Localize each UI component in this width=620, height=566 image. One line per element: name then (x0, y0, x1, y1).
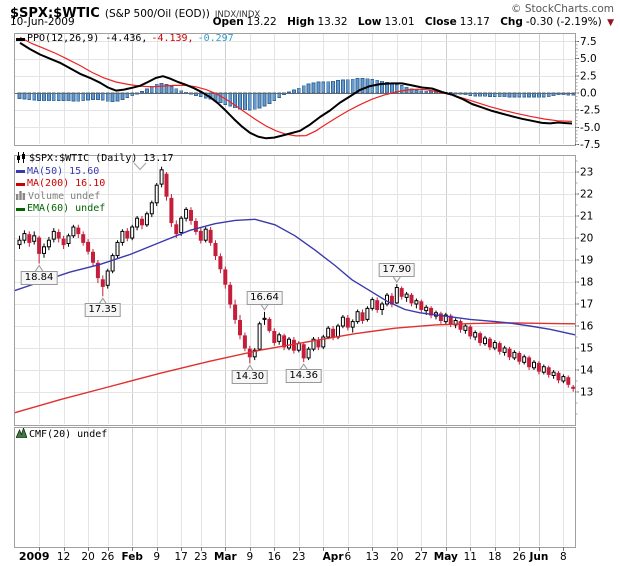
price-annotation: 18.84 (20, 270, 58, 285)
right-axis: 7.5 5.0 2.5 0.0 -2.5 -5.0 -7.5 23 22 21 20 19 18 17 16… (575, 36, 601, 415)
price-annotation: 14.30 (231, 370, 269, 385)
x-axis-label: 23 (194, 551, 207, 563)
x-axis-label: 26 (101, 551, 115, 563)
ma50-legend: MA(50) 15.60 (27, 165, 100, 177)
y-axis-label: 19 (580, 255, 593, 267)
x-axis-label: 18 (488, 551, 501, 563)
x-axis-label: 11 (464, 551, 477, 563)
x-axis-label: 6 (344, 551, 351, 563)
ma50-dash-icon (16, 170, 25, 174)
low-label: Low (357, 16, 382, 28)
y-axis-label: -7.5 (580, 139, 601, 151)
mountain-icon (15, 426, 28, 443)
ppo-signal-value: -4.139, (151, 33, 194, 44)
x-axis-label: Apr (323, 551, 345, 563)
price-annotation: 17.35 (84, 303, 122, 318)
y-axis-label: 5.0 (580, 53, 597, 65)
volume-bars-icon (16, 190, 26, 205)
price-annotation: 14.36 (285, 369, 323, 384)
ppo-line-dash-icon (16, 37, 25, 41)
change-value: -0.30 (-2.19%) (525, 16, 602, 28)
y-axis-label: 18 (580, 277, 593, 289)
ma200-dash-icon (16, 182, 25, 186)
y-axis-label: 22 (580, 189, 593, 201)
ppo-legend: PPO(12,26,9) -4.436, -4.139, -0.297 (16, 33, 234, 46)
x-axis-label: 26 (513, 551, 527, 563)
symbol-title: $SPX:$WTIC (10, 6, 100, 21)
symbol-description: (S&P 500/Oil (EOD)) (104, 8, 210, 20)
ema60-legend: EMA(60) undef (27, 203, 106, 214)
price-annotation: 17.90 (378, 263, 416, 278)
x-axis-label: 12 (57, 551, 70, 563)
x-axis-label: 20 (81, 551, 94, 563)
x-axis-label: 9 (246, 551, 253, 563)
x-axis-label: 8 (560, 551, 567, 563)
y-axis-label: 20 (580, 233, 593, 245)
copyright-text: © StockCharts.com (511, 3, 614, 15)
y-axis-label: 23 (580, 167, 593, 179)
x-axis-label: Feb (122, 551, 144, 563)
open-label: Open (212, 16, 244, 28)
ppo-histogram-value: -0.297 (197, 33, 234, 44)
x-axis: 2009 12 20 26 Feb 9 17 23 Mar 9 16 23 Apr 6 13 20 27 May 1… (19, 547, 567, 563)
ma50-line (13, 218, 576, 336)
x-axis-label: May (434, 551, 458, 563)
ema60-dash-icon (16, 207, 25, 211)
y-axis-label: 21 (580, 211, 593, 223)
close-label: Close (424, 16, 457, 28)
ma200-legend: MA(200) 16.10 (27, 178, 106, 189)
x-axis-label: 27 (415, 551, 428, 563)
x-axis-label: 17 (175, 551, 188, 563)
y-axis-label: 16 (580, 321, 594, 333)
y-axis-label: -2.5 (580, 105, 601, 117)
open-value: 13.22 (246, 16, 277, 28)
ma200-line (13, 322, 576, 414)
symbol-exchange: INDX/INDX (214, 10, 261, 20)
y-axis-label: 14 (580, 365, 594, 377)
close-value: 13.17 (459, 16, 490, 28)
x-axis-label: 20 (390, 551, 403, 563)
candles (17, 166, 576, 392)
low-value: 13.01 (384, 16, 415, 28)
y-axis-label: 15 (580, 343, 593, 355)
x-axis-label: 23 (292, 551, 305, 563)
candlestick-icon (16, 151, 27, 168)
x-axis-label: 13 (366, 551, 379, 563)
price-annotation: 16.64 (246, 290, 283, 305)
ppo-histogram (17, 78, 576, 111)
chart-date: 10-Jun-2009 (10, 16, 75, 28)
header-line-2: 10-Jun-2009 Open 13.22 High 13.32 Low 13.01… (10, 16, 614, 30)
cmf-legend: CMF(20) undef (15, 426, 108, 443)
x-axis-label: Mar (214, 551, 238, 563)
peak-callout-marker (133, 162, 147, 171)
high-value: 13.32 (317, 16, 348, 28)
y-axis-label: 7.5 (580, 36, 597, 48)
volume-legend: Volume undef (28, 190, 101, 202)
ma-overlays (13, 218, 576, 414)
x-axis-label: Jun (528, 551, 548, 563)
quote-strip: Open 13.22 High 13.32 Low 13.01 Close 13.17 … (213, 16, 614, 28)
x-axis-label: 16 (268, 551, 282, 563)
y-axis-label: -5.0 (580, 122, 601, 134)
down-arrow-icon: ▼ (607, 18, 614, 28)
main-symbol-legend: $SPX:$WTIC (Daily) 13.17 (29, 153, 174, 164)
y-axis-label: 17 (580, 299, 593, 311)
panel-borders (14, 33, 576, 548)
ppo-lines (19, 36, 573, 140)
y-axis-label: 13 (580, 387, 593, 399)
header-line-1: $SPX:$WTIC (S&P 500/Oil (EOD)) INDX/INDX… (10, 2, 614, 21)
x-axis-label: 2009 (19, 550, 50, 563)
x-axis-label: 9 (153, 551, 160, 563)
high-label: High (287, 16, 315, 28)
change-label: Chg (500, 16, 523, 28)
ppo-legend-text: PPO(12,26,9) -4.436, (27, 33, 148, 44)
cmf-legend-text: CMF(20) undef (29, 429, 108, 440)
main-legend: $SPX:$WTIC (Daily) 13.17 MA(50) 15.60 MA… (16, 151, 174, 216)
y-axis-label: 0.0 (580, 88, 597, 100)
y-axis-label: 2.5 (580, 70, 597, 82)
markers (133, 162, 147, 171)
